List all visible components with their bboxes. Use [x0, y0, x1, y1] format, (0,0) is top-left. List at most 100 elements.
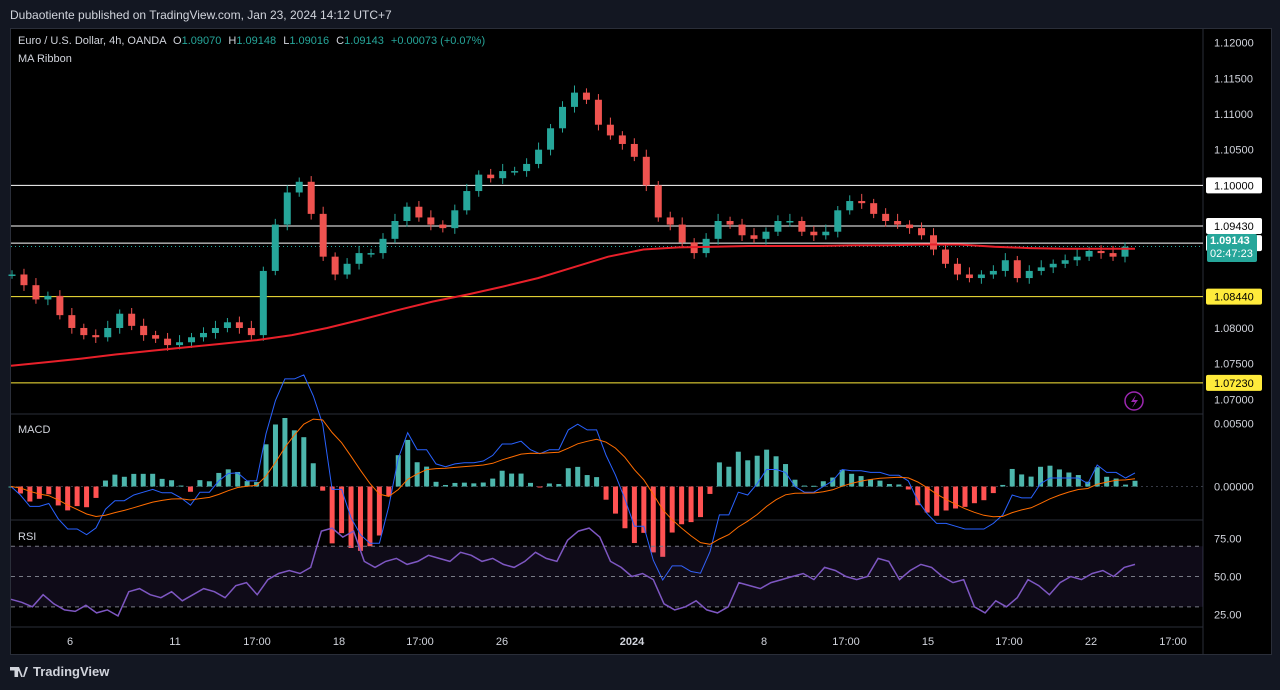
- macd-histogram-bar: [679, 486, 685, 525]
- macd-histogram-bar: [575, 466, 581, 487]
- ma-ribbon-label[interactable]: MA Ribbon: [18, 53, 72, 65]
- candle-body: [786, 221, 794, 223]
- candle-body: [44, 295, 52, 300]
- macd-histogram-bar: [660, 486, 666, 557]
- rsi-axis-tick: 25.00: [1214, 609, 1242, 621]
- macd-histogram-bar: [603, 486, 609, 500]
- macd-histogram-bar: [981, 486, 987, 501]
- candle-body: [1061, 260, 1069, 264]
- rsi-label[interactable]: RSI: [18, 531, 37, 543]
- tradingview-logo[interactable]: TradingView: [10, 664, 109, 679]
- candle-body: [523, 163, 531, 172]
- macd-histogram-bar: [971, 486, 977, 504]
- chart-frame[interactable]: [10, 28, 1272, 655]
- last-price-badge: 1.09143 02:47:23: [1207, 234, 1257, 262]
- macd-histogram-bar: [537, 486, 543, 488]
- symbol-name[interactable]: Euro / U.S. Dollar, 4h, OANDA: [18, 35, 166, 47]
- macd-histogram-bar: [1009, 468, 1015, 487]
- change-value: +0.00073 (+0.07%): [390, 35, 486, 47]
- candle-body: [116, 313, 124, 328]
- candle-body: [451, 210, 459, 229]
- macd-signal-line: [10, 418, 1136, 545]
- candle-body: [188, 337, 196, 343]
- high-label: H: [228, 35, 237, 47]
- macd-axis-tick: 0.00000: [1214, 482, 1254, 494]
- candle-body: [140, 325, 148, 336]
- macd-histogram-bar: [820, 481, 826, 487]
- macd-histogram-bar: [197, 480, 203, 487]
- macd-histogram-bar: [84, 486, 90, 508]
- candle-body: [439, 224, 447, 229]
- level-badge-text: 1.07230: [1214, 378, 1254, 390]
- candle-body: [379, 238, 387, 254]
- macd-label[interactable]: MACD: [18, 424, 51, 436]
- candle-body: [846, 201, 854, 211]
- macd-histogram-bar: [518, 473, 524, 487]
- rsi-line: [10, 527, 1136, 617]
- macd-histogram-bar: [282, 417, 288, 487]
- macd-histogram-bar: [527, 482, 533, 487]
- candle-body: [654, 185, 662, 218]
- macd-histogram-bar: [1000, 484, 1006, 487]
- time-axis-tick: 8: [761, 636, 767, 648]
- macd-histogram-bar: [584, 475, 590, 487]
- candle-body: [80, 327, 88, 336]
- macd-histogram-bar: [849, 473, 855, 487]
- time-axis-tick: 11: [169, 636, 180, 648]
- tradingview-brand: TradingView: [33, 664, 110, 679]
- macd-histogram-bar: [433, 481, 439, 487]
- macd-histogram-bar: [216, 472, 222, 487]
- macd-histogram-bar: [707, 486, 713, 494]
- macd-histogram-bar: [924, 486, 930, 513]
- candle-body: [1049, 263, 1057, 268]
- level-badge: [1206, 177, 1262, 194]
- macd-histogram-bar: [745, 460, 751, 487]
- macd-histogram-bar: [291, 430, 297, 487]
- time-axis-tick: 17:00: [243, 636, 271, 648]
- macd-histogram-bar: [688, 486, 694, 523]
- candle-body: [247, 327, 255, 336]
- macd-histogram-bar: [55, 486, 61, 506]
- candle-body: [499, 171, 507, 179]
- candle-body: [367, 253, 375, 255]
- open-label: O: [173, 35, 182, 47]
- price-axis-tick: 1.11500: [1214, 73, 1253, 85]
- candle-body: [965, 274, 973, 279]
- candle-body: [1013, 260, 1021, 279]
- candle-body: [678, 224, 686, 243]
- macd-histogram-bar: [641, 486, 647, 533]
- macd-axis-tick: 0.00500: [1214, 419, 1254, 431]
- candle-body: [283, 192, 291, 225]
- macd-histogram-bar: [93, 486, 99, 498]
- macd-histogram-bar: [783, 464, 789, 487]
- macd-histogram-bar: [461, 482, 467, 487]
- macd-histogram-bar: [225, 469, 231, 487]
- candle-body: [774, 221, 782, 232]
- candle-body: [941, 249, 949, 264]
- ma-ribbon-line: [10, 243, 1135, 367]
- macd-histogram-bar: [886, 484, 892, 487]
- candle-body: [92, 335, 100, 338]
- tradingview-mark-icon: [10, 667, 28, 677]
- candle-body: [1109, 253, 1117, 257]
- macd-histogram-bar: [480, 482, 486, 487]
- macd-histogram-bar: [622, 486, 628, 529]
- low-value: 1.09016: [289, 35, 330, 47]
- candle-body: [606, 124, 614, 136]
- macd-histogram-bar: [159, 478, 165, 487]
- macd-histogram-bar: [1094, 467, 1100, 487]
- candle-body: [642, 156, 650, 186]
- macd-histogram-bar: [953, 486, 959, 509]
- candle-body: [403, 206, 411, 221]
- rsi-axis-tick: 75.00: [1214, 534, 1242, 546]
- macd-histogram-bar: [773, 456, 779, 487]
- level-badge-text: 1.08440: [1214, 292, 1254, 304]
- level-badge: [1206, 288, 1262, 305]
- macd-histogram-bar: [839, 469, 845, 487]
- candle-body: [355, 253, 363, 264]
- close-label: C: [336, 35, 345, 47]
- macd-histogram-bar: [1123, 484, 1129, 487]
- countdown-timer: 02:47:23: [1210, 248, 1253, 260]
- macd-histogram-bar: [499, 470, 505, 487]
